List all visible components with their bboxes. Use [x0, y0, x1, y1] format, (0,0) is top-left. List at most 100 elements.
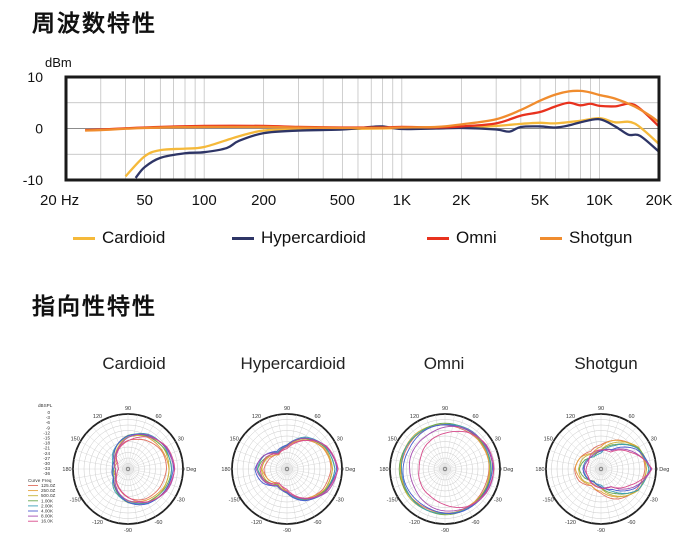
polar-angle-label: 0 Deg [655, 467, 670, 473]
polar-spoke [286, 468, 342, 479]
polar-plot-hypercardioid: 0 Deg 30 60 90 120 150 180 -150 -120 -90 -60 -30 [221, 406, 355, 534]
polar-spoke [100, 421, 129, 470]
polar-spoke [286, 468, 315, 517]
frequency-legend: Cardioid Hypercardioid Omni Shotgun [0, 228, 700, 254]
polar-angle-label: 90 [125, 406, 131, 412]
polar-angle-label: 30 [178, 437, 184, 443]
polar-spoke [127, 421, 156, 470]
polar-spoke [286, 450, 339, 470]
legend-label-omni: Omni [456, 228, 497, 247]
polar-scale-label: -3 [46, 415, 51, 420]
polar-angle-label: -150 [70, 498, 81, 504]
polar-spoke [251, 426, 288, 470]
legend-swatch-cardioid [73, 236, 95, 240]
polar-spoke [565, 426, 602, 470]
y-tick-label: -10 [23, 172, 43, 188]
legend-label-shotgun: Shotgun [569, 228, 633, 247]
polar-spoke [573, 421, 602, 470]
polar-center [284, 466, 290, 472]
polar-curve-500-0z [578, 441, 648, 497]
polar-spoke [127, 468, 171, 505]
polar-curve-8-00k [255, 437, 339, 500]
polar-scale-key: dBSPL 0-3-6-9-12-15-18-21-24-27-30-33-36C… [28, 403, 55, 524]
polar-spoke [100, 468, 129, 517]
polar-angle-label: 120 [566, 414, 575, 420]
polar-angle-label: -120 [92, 520, 103, 526]
polar-center [442, 466, 448, 472]
polar-scale-label: -12 [43, 430, 50, 435]
x-tick-label: 100 [192, 192, 217, 209]
polar-scale-title: dBSPL [38, 403, 53, 408]
polar-curve-125-0z [263, 439, 332, 500]
polar-spoke [127, 468, 147, 521]
polar-spoke [127, 468, 138, 524]
polar-angle-label: -60 [155, 520, 163, 526]
polar-scale-label: 0 [47, 410, 50, 415]
polar-label-cardioid: Cardioid [102, 354, 166, 373]
polar-angle-label: 30 [495, 437, 501, 443]
polar-angle-label: 120 [252, 414, 261, 420]
polar-angle-label: 150 [230, 437, 239, 443]
x-tick-label: 2K [452, 192, 470, 209]
polar-curve-1-00k [578, 443, 650, 495]
legend-swatch-hypercardioid [232, 236, 254, 240]
polar-center [125, 466, 131, 472]
x-tick-label: 20K [646, 192, 673, 209]
polar-spoke [268, 468, 288, 521]
polar-angle-label: 180 [535, 467, 544, 473]
polar-angle-label: 120 [410, 414, 419, 420]
polar-curve-2-00k [111, 432, 172, 505]
polar-angle-label: 180 [221, 467, 230, 473]
polar-legend-freq-label: 500.0Z [41, 493, 55, 498]
polar-angle-label: 60 [628, 414, 634, 420]
polar-curve-16-0k [418, 430, 495, 509]
polar-center [598, 466, 604, 472]
polar-spoke [127, 414, 138, 470]
polar-spoke [127, 468, 156, 517]
polar-curve-8-00k [408, 425, 494, 512]
polar-angle-label: -60 [472, 520, 480, 526]
polar-spoke [73, 459, 129, 470]
polar-spoke [244, 468, 288, 505]
polar-angle-label: 60 [314, 414, 320, 420]
polar-angle-label: -90 [597, 528, 605, 534]
polar-spoke [558, 468, 602, 505]
legend-label-hypercardioid: Hypercardioid [261, 228, 366, 247]
polar-spoke [268, 417, 288, 470]
polar-spoke [286, 426, 323, 470]
polar-scale-label: -18 [43, 441, 50, 446]
polar-spoke [417, 468, 446, 517]
polar-scale-label: -24 [43, 451, 50, 456]
legend-label-cardioid: Cardioid [102, 228, 166, 247]
polar-scale-label: -15 [43, 436, 50, 441]
polar-spoke [600, 441, 649, 470]
polar-spoke [393, 450, 446, 470]
polar-spoke [286, 421, 315, 470]
polar-spoke [591, 468, 602, 524]
polar-spoke [591, 414, 602, 470]
polar-angle-label: -90 [441, 528, 449, 534]
polar-angle-label: -30 [650, 498, 658, 504]
polar-spoke [92, 468, 129, 512]
polar-spoke [600, 450, 653, 470]
polar-spoke [558, 433, 602, 470]
polar-angle-label: -150 [229, 498, 240, 504]
polar-angle-label: 180 [62, 467, 71, 473]
polar-spoke [426, 417, 446, 470]
polar-angle-label: 150 [71, 437, 80, 443]
polar-angle-label: 0 Deg [341, 467, 356, 473]
polar-spoke [277, 468, 288, 524]
polar-legend-freq-label: 16.0K [41, 519, 54, 524]
polar-curve-16-0k [115, 436, 176, 503]
polar-spoke [127, 426, 164, 470]
polar-spoke [286, 417, 306, 470]
polar-curve-16-0k [259, 439, 339, 499]
polar-angle-label: 150 [388, 437, 397, 443]
polar-spoke [600, 417, 620, 470]
polar-angle-label: -60 [628, 520, 636, 526]
polar-angle-label: -120 [565, 520, 576, 526]
polar-angle-label: 150 [544, 437, 553, 443]
legend-item-hypercardioid: Hypercardioid [232, 228, 366, 248]
polar-spoke [286, 468, 306, 521]
polar-angle-label: 90 [284, 406, 290, 412]
